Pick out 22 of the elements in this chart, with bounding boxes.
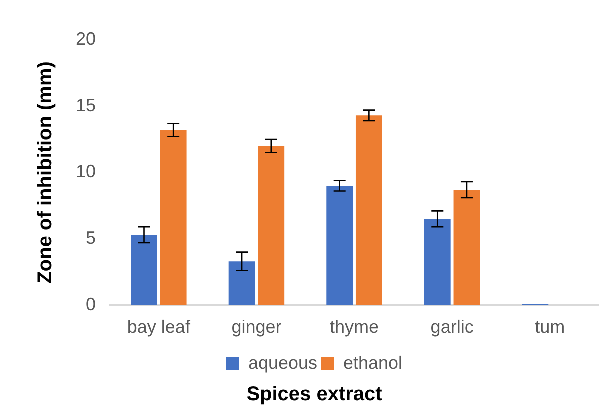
x-tick-label: thyme xyxy=(330,317,380,338)
x-tick-label: ginger xyxy=(232,317,282,338)
legend-label: ethanol xyxy=(344,352,403,373)
y-tick-label: 0 xyxy=(86,294,96,314)
bar xyxy=(326,186,354,306)
x-axis-title: Spices extract xyxy=(246,384,383,406)
y-tick-label: 10 xyxy=(76,162,96,182)
bar xyxy=(424,219,451,306)
y-tick-label: 5 xyxy=(86,228,96,248)
x-tick-label: garlic xyxy=(430,317,474,338)
y-axis-title: Zone of inhibition (mm) xyxy=(34,62,57,284)
legend-label: aqueous xyxy=(248,352,318,373)
bar xyxy=(454,190,480,306)
bar xyxy=(131,235,158,306)
y-tick-label: 15 xyxy=(76,95,96,116)
x-tick-label: tum xyxy=(535,317,566,338)
bar xyxy=(228,262,256,306)
bar xyxy=(160,130,187,306)
bar xyxy=(356,116,382,306)
bar xyxy=(258,146,285,306)
y-tick-label: 20 xyxy=(76,28,96,49)
x-tick-label: bay leaf xyxy=(127,317,192,338)
